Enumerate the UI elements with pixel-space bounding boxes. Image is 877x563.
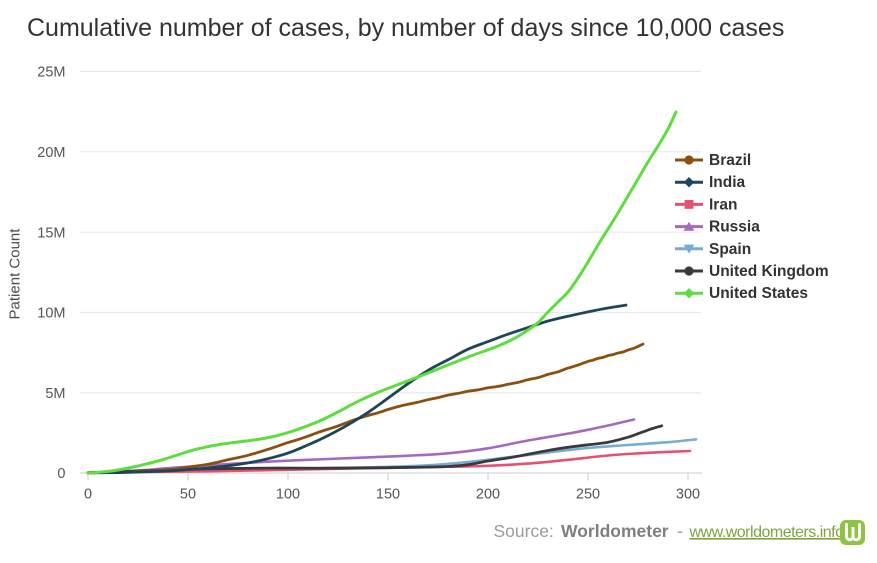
svg-text:www.worldometers.info: www.worldometers.info [689, 524, 845, 541]
svg-text:15M: 15M [37, 225, 65, 241]
svg-text:United Kingdom: United Kingdom [709, 263, 829, 280]
svg-text:Spain: Spain [709, 241, 751, 258]
svg-text:Patient Count: Patient Count [7, 228, 24, 320]
svg-text:50: 50 [180, 486, 196, 502]
svg-text:Source:: Source: [494, 521, 554, 541]
svg-text:300: 300 [676, 486, 700, 502]
svg-text:0: 0 [84, 486, 92, 502]
svg-text:100: 100 [276, 486, 300, 502]
svg-text:0: 0 [57, 466, 65, 482]
svg-text:5M: 5M [45, 386, 65, 402]
svg-text:10M: 10M [37, 306, 65, 322]
svg-text:Cumulative number of cases, by: Cumulative number of cases, by number of… [27, 14, 784, 42]
svg-text:-: - [677, 521, 683, 541]
svg-text:25M: 25M [37, 65, 65, 81]
svg-text:Brazil: Brazil [709, 152, 751, 169]
svg-text:United States: United States [709, 285, 808, 302]
svg-text:Russia: Russia [709, 219, 760, 236]
svg-text:20M: 20M [37, 145, 65, 161]
svg-text:India: India [709, 174, 746, 191]
svg-text:250: 250 [576, 486, 600, 502]
svg-text:150: 150 [376, 486, 400, 502]
svg-text:Worldometer: Worldometer [561, 521, 669, 541]
svg-text:Iran: Iran [709, 196, 737, 213]
svg-text:200: 200 [476, 486, 500, 502]
